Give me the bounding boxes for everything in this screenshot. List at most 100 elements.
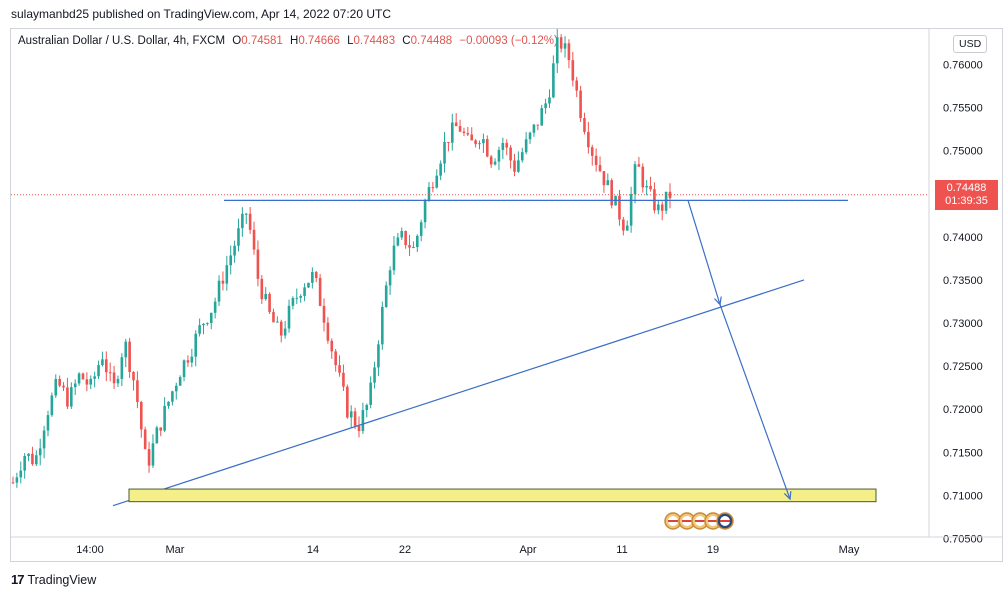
- event-flag-icon: [678, 512, 696, 530]
- candle-body: [454, 122, 458, 127]
- candle-body: [474, 140, 477, 145]
- candle: [108, 362, 112, 382]
- candle: [264, 287, 267, 301]
- candle: [147, 441, 151, 473]
- candle-body: [252, 229, 256, 250]
- candle-body: [314, 272, 318, 278]
- candle: [314, 270, 318, 283]
- candle-body: [563, 43, 567, 49]
- candle-body: [174, 385, 178, 392]
- candle-body: [342, 372, 345, 387]
- candle: [31, 446, 34, 466]
- candle: [209, 312, 213, 330]
- candle: [649, 176, 652, 192]
- candle-body: [548, 97, 551, 104]
- candle: [497, 146, 501, 171]
- candle-body: [567, 43, 571, 61]
- candle: [594, 148, 598, 172]
- candle: [625, 220, 629, 231]
- candle: [151, 434, 155, 468]
- open-value: 0.74581: [241, 35, 283, 47]
- candle: [474, 139, 477, 148]
- candle: [46, 410, 50, 437]
- candle: [470, 127, 474, 141]
- candle-body: [31, 453, 34, 465]
- candle-body: [194, 333, 198, 357]
- candle-body: [256, 249, 260, 279]
- candle: [657, 201, 660, 215]
- candle: [567, 39, 571, 69]
- candle-body: [657, 204, 660, 211]
- candle: [435, 169, 439, 189]
- support-zone: [128, 488, 877, 503]
- footer-brand[interactable]: 17 TradingView: [11, 572, 96, 587]
- candle: [287, 299, 291, 333]
- candle-body: [462, 131, 466, 134]
- candle-body: [241, 213, 244, 229]
- candle: [318, 273, 322, 307]
- candle: [182, 359, 186, 382]
- currency-button[interactable]: USD: [953, 35, 988, 53]
- candle: [381, 301, 384, 350]
- candle: [602, 170, 606, 193]
- candle-body: [326, 322, 330, 341]
- candle-body: [571, 60, 575, 81]
- candle-body: [120, 357, 124, 379]
- candle-body: [505, 142, 509, 148]
- candle-body: [501, 142, 505, 150]
- candle: [427, 181, 431, 202]
- projection-path: [687, 200, 791, 500]
- change-value: −0.00093 (−0.12%): [459, 35, 558, 47]
- candle: [462, 127, 466, 137]
- candle: [70, 382, 73, 410]
- candle-body: [435, 175, 439, 188]
- candle: [408, 234, 411, 257]
- candle-body: [97, 365, 100, 377]
- candle-body: [206, 323, 209, 325]
- candle-body: [136, 380, 139, 403]
- candle-body: [58, 378, 61, 386]
- candle-body: [625, 225, 629, 231]
- candle-body: [77, 373, 81, 384]
- candle-body: [116, 378, 120, 384]
- candle-body: [35, 455, 38, 465]
- candle: [505, 139, 509, 156]
- candle-body: [303, 287, 306, 296]
- candle-body: [668, 191, 672, 199]
- candle: [167, 401, 170, 409]
- candle-body: [579, 90, 582, 119]
- candle-body: [544, 103, 547, 109]
- candle-body: [532, 124, 536, 133]
- symbol-label: Australian Dollar / U.S. Dollar, 4h, FXC…: [18, 35, 226, 47]
- candle-body: [264, 293, 267, 300]
- chart-frame[interactable]: [10, 28, 1003, 562]
- y-tick-label: 0.70500: [943, 533, 983, 545]
- candle-body: [279, 321, 283, 336]
- high-value: 0.74666: [298, 35, 340, 47]
- candle: [353, 407, 357, 430]
- candle: [237, 218, 240, 252]
- candle: [295, 288, 299, 304]
- candle: [622, 216, 625, 236]
- candle-body: [423, 200, 427, 223]
- candle-body: [38, 448, 42, 456]
- candle: [252, 221, 256, 255]
- candle-body: [540, 108, 544, 126]
- event-flag-icon: [691, 512, 709, 530]
- candle: [485, 135, 489, 158]
- candle-body: [143, 429, 147, 450]
- candle: [101, 351, 104, 367]
- x-tick-label: Mar: [166, 544, 185, 556]
- candle: [326, 317, 330, 344]
- tradingview-logo-icon: 17: [11, 572, 25, 587]
- candle: [73, 379, 77, 396]
- candle-body: [559, 37, 563, 49]
- x-tick-label: 14: [307, 544, 319, 556]
- candle-body: [66, 387, 69, 407]
- candle: [478, 140, 481, 150]
- candle-body: [139, 402, 143, 430]
- candle: [540, 104, 544, 126]
- candle: [194, 330, 198, 367]
- drawings: [112, 199, 877, 507]
